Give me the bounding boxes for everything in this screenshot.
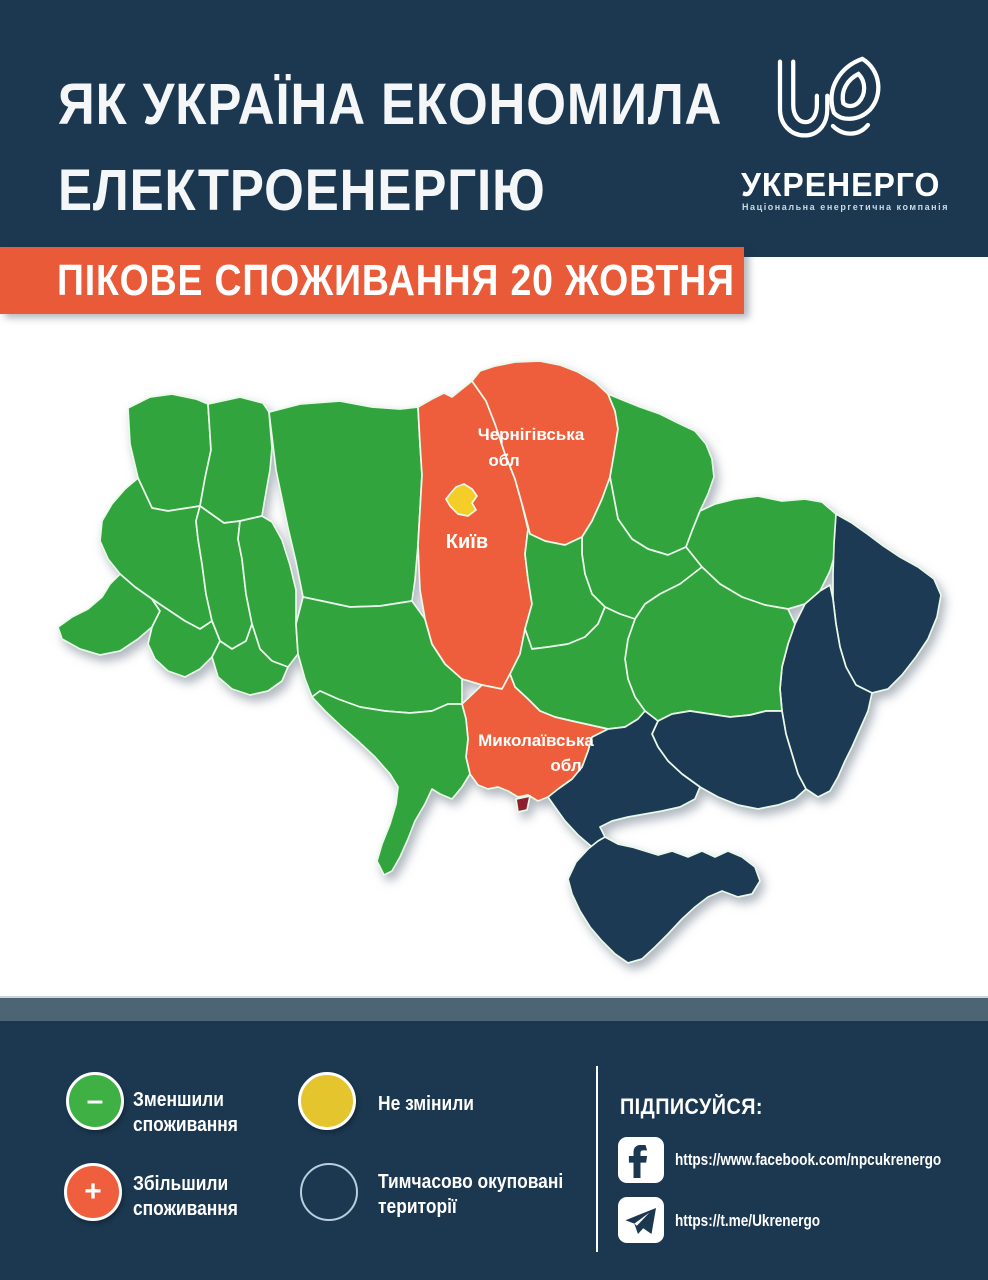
telegram-button[interactable] <box>618 1197 664 1243</box>
telegram-icon <box>625 1208 656 1234</box>
facebook-button[interactable] <box>618 1137 664 1183</box>
label-chernihiv-line2: обл <box>488 451 519 470</box>
subscribe-title: ПІДПИСУЙСЯ: <box>620 1094 763 1119</box>
page-title: ЯК УКРАЇНА ЕКОНОМИЛА ЕЛЕКТРОЕНЕРГІЮ <box>58 62 722 234</box>
legend-unchanged-label: Не змінили <box>378 1093 474 1115</box>
minus-icon: – <box>86 1084 104 1117</box>
label-mykolaiv-line1: Миколаївська <box>478 731 594 750</box>
facebook-icon <box>628 1145 648 1178</box>
plus-icon: + <box>84 1175 102 1208</box>
region-kyiv-city[interactable] <box>445 483 478 517</box>
label-mykolaiv-line2: обл <box>550 756 581 775</box>
map-labels: Чернігівська обл Київ Миколаївська обл <box>446 425 595 775</box>
ukrenergo-tagline: Національна енергетична компанія <box>742 202 950 212</box>
region-odesa[interactable] <box>311 690 471 876</box>
legend-decreased-label: Зменшили споживання <box>133 1089 238 1136</box>
map-regions <box>57 360 942 964</box>
region-chernivtsi[interactable] <box>211 623 289 696</box>
legend-increased-label: Збільшили споживання <box>133 1173 238 1220</box>
header: ЯК УКРАЇНА ЕКОНОМИЛА ЕЛЕКТРОЕНЕРГІЮ УКРЕ… <box>0 0 988 257</box>
legend-unchanged-icon <box>298 1072 356 1130</box>
ukraine-map: Чернігівська обл Київ Миколаївська обл <box>57 360 942 964</box>
footer-accent-band <box>0 996 988 1023</box>
region-zhytomyr[interactable] <box>268 400 423 608</box>
region-ivano-frankivsk[interactable] <box>147 598 221 678</box>
occupied-spot <box>515 795 531 813</box>
legend-decreased-icon: – <box>66 1072 124 1130</box>
label-kyiv: Київ <box>446 531 488 553</box>
ukrenergo-wordmark: УКРЕНЕРГО <box>741 166 941 203</box>
ukrenergo-logo-icon <box>777 56 881 138</box>
label-chernihiv-line1: Чернігівська <box>478 425 585 444</box>
region-luhansk[interactable] <box>832 513 942 694</box>
legend-increased-icon: + <box>64 1163 122 1221</box>
banner <box>0 247 744 314</box>
footer-divider <box>596 1066 598 1252</box>
legend-occupied-icon <box>300 1163 358 1221</box>
region-khmelnytskyi[interactable] <box>237 515 299 668</box>
telegram-url[interactable]: https://t.me/Ukrenergo <box>675 1211 821 1230</box>
footer <box>0 1021 988 1280</box>
title-line-1: ЯК УКРАЇНА ЕКОНОМИЛА <box>58 72 723 137</box>
facebook-url[interactable]: https://www.facebook.com/npcukrenergo <box>675 1150 942 1169</box>
title-line-2: ЕЛЕКТРОЕНЕРГІЮ <box>58 158 546 223</box>
region-crimea[interactable] <box>567 836 761 964</box>
region-rivne[interactable] <box>199 396 273 524</box>
legend-occupied-label: Тимчасово окуповані території <box>378 1171 564 1218</box>
banner-text: ПІКОВЕ СПОЖИВАННЯ 20 ЖОВТНЯ <box>57 256 735 305</box>
